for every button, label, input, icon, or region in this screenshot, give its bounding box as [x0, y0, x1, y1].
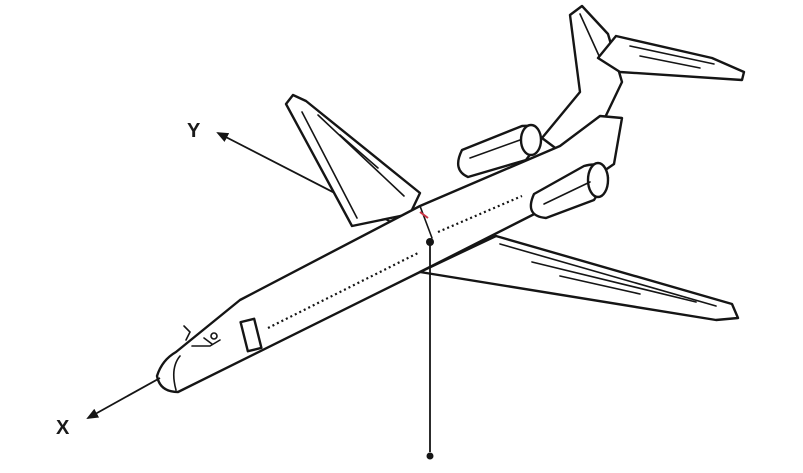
right-engine	[529, 161, 610, 220]
window-row	[437, 194, 523, 234]
right-wing	[418, 234, 740, 322]
y-axis-label: Y	[187, 120, 201, 142]
cabin-door	[239, 317, 263, 353]
fuselage	[155, 114, 624, 394]
horizontal-stabilizer	[596, 34, 746, 82]
x-axis-label: X	[56, 417, 70, 439]
cockpit-windows	[183, 325, 221, 347]
left-wing	[284, 93, 422, 228]
x-axis-line	[86, 377, 161, 419]
z-axis-end-dot	[426, 452, 434, 460]
window-row	[267, 251, 421, 329]
left-engine	[456, 123, 543, 179]
origin-mark-red	[419, 211, 429, 219]
